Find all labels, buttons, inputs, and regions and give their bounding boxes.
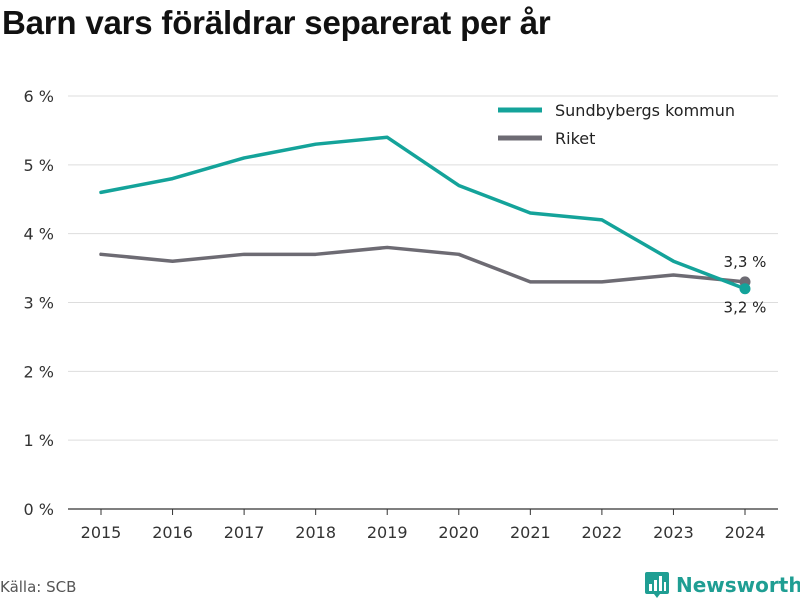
- x-tick-label: 2022: [582, 523, 623, 542]
- x-tick-label: 2016: [152, 523, 193, 542]
- x-tick-label: 2019: [367, 523, 408, 542]
- x-tick-label: 2023: [653, 523, 694, 542]
- bar-chart-bubble-icon: [645, 572, 669, 598]
- source-note: Källa: SCB: [0, 578, 77, 596]
- brand-name: Newsworthy: [676, 573, 800, 597]
- x-tick-label: 2015: [81, 523, 122, 542]
- y-tick-label: 2 %: [24, 362, 54, 381]
- series-line: [99, 135, 747, 291]
- y-tick-label: 5 %: [24, 156, 54, 175]
- chart-title: Barn vars föräldrar separerat per år: [2, 4, 551, 41]
- y-tick-label: 4 %: [24, 225, 54, 244]
- series-line: [99, 245, 747, 284]
- series-end-point: [739, 283, 751, 295]
- legend-label: Riket: [555, 129, 595, 148]
- x-tick-label: 2017: [224, 523, 265, 542]
- end-point-label: 3,3 %: [724, 253, 767, 271]
- x-tick-label: 2020: [438, 523, 479, 542]
- legend-label: Sundbybergs kommun: [555, 101, 735, 120]
- y-tick-label: 3 %: [24, 294, 54, 313]
- y-tick-label: 0 %: [24, 500, 54, 519]
- brand-logo: Newsworthy: [644, 570, 800, 600]
- x-tick-label: 2018: [295, 523, 336, 542]
- end-point-label: 3,2 %: [724, 299, 767, 317]
- x-tick-label: 2021: [510, 523, 551, 542]
- x-tick-label: 2024: [725, 523, 766, 542]
- y-tick-label: 6 %: [24, 87, 54, 106]
- y-tick-label: 1 %: [24, 431, 54, 450]
